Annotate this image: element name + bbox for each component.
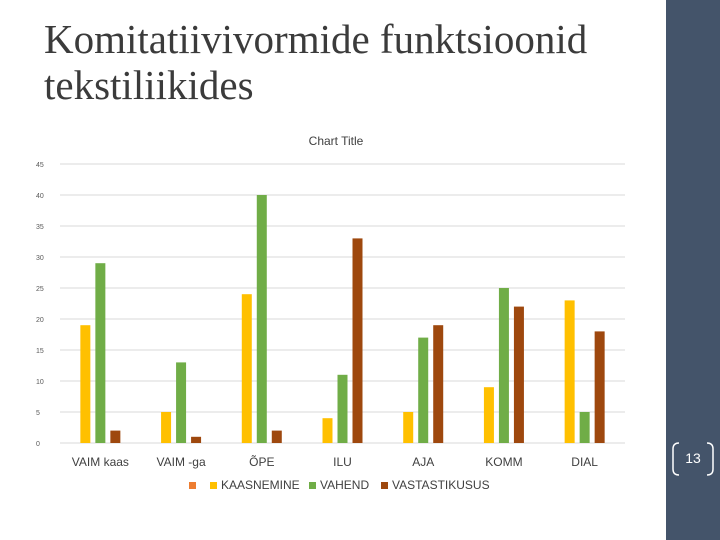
chart-svg: 0 5 10 15 20 25 30 35 40 45 VAIM kaas VAIM -ga ÕPE IL…	[36, 162, 625, 492]
slide-title-line2: tekstiliikides	[44, 62, 254, 108]
legend-label: KAASNEMINE	[221, 478, 300, 492]
bar	[352, 238, 363, 443]
bar	[418, 337, 429, 443]
y-tick-label: 35	[36, 224, 44, 231]
x-tick-label: AJA	[412, 455, 434, 469]
y-tick-label: 15	[36, 348, 44, 355]
legend-swatch	[189, 482, 196, 489]
legend-swatch	[309, 482, 316, 489]
bar	[403, 412, 414, 443]
slide-title-line1: Komitatiivivormide funktsioonid	[44, 16, 588, 62]
bar	[191, 436, 202, 443]
x-tick-label: ILU	[333, 455, 352, 469]
side-bar	[666, 0, 720, 540]
bar	[513, 306, 524, 443]
chart: Chart Title 0 5 10 15 20 25 30 35 40 45 VAIM kaas V…	[36, 134, 625, 492]
bar	[433, 325, 444, 443]
bracket-icon	[672, 442, 714, 476]
x-tick-label: DIAL	[571, 455, 598, 469]
y-tick-label: 45	[36, 162, 44, 169]
bar	[95, 263, 106, 443]
bar	[564, 300, 575, 443]
bar	[498, 288, 509, 443]
legend-label: VASTASTIKUSUS	[392, 478, 490, 492]
x-tick-label: ÕPE	[249, 454, 274, 469]
legend-swatch	[210, 482, 217, 489]
slide-title: Komitatiivivormide funktsioonid tekstili…	[44, 16, 654, 108]
x-tick-label: VAIM kaas	[72, 455, 129, 469]
y-tick-label: 20	[36, 317, 44, 324]
bar	[337, 374, 348, 443]
y-tick-label: 5	[36, 410, 40, 417]
y-tick-label: 25	[36, 286, 44, 293]
chart-title: Chart Title	[308, 134, 364, 148]
y-tick-label: 30	[36, 255, 44, 262]
y-tick-label: 10	[36, 379, 44, 386]
bar	[579, 412, 590, 443]
bar	[110, 430, 121, 443]
slide-number: 13	[685, 450, 701, 466]
bar	[271, 430, 282, 443]
bar	[322, 418, 333, 443]
bar	[483, 387, 494, 443]
slide-number-badge: 13	[670, 440, 716, 478]
bar	[161, 412, 172, 443]
legend-label: VAHEND	[320, 478, 369, 492]
bar	[176, 362, 187, 443]
x-tick-label: KOMM	[485, 455, 522, 469]
legend-swatch	[381, 482, 388, 489]
x-tick-label: VAIM -ga	[157, 455, 206, 469]
y-tick-label: 0	[36, 441, 40, 448]
bar	[80, 325, 91, 443]
bar	[256, 195, 267, 443]
bar	[241, 294, 252, 443]
y-tick-label: 40	[36, 193, 44, 200]
bar	[594, 331, 605, 443]
